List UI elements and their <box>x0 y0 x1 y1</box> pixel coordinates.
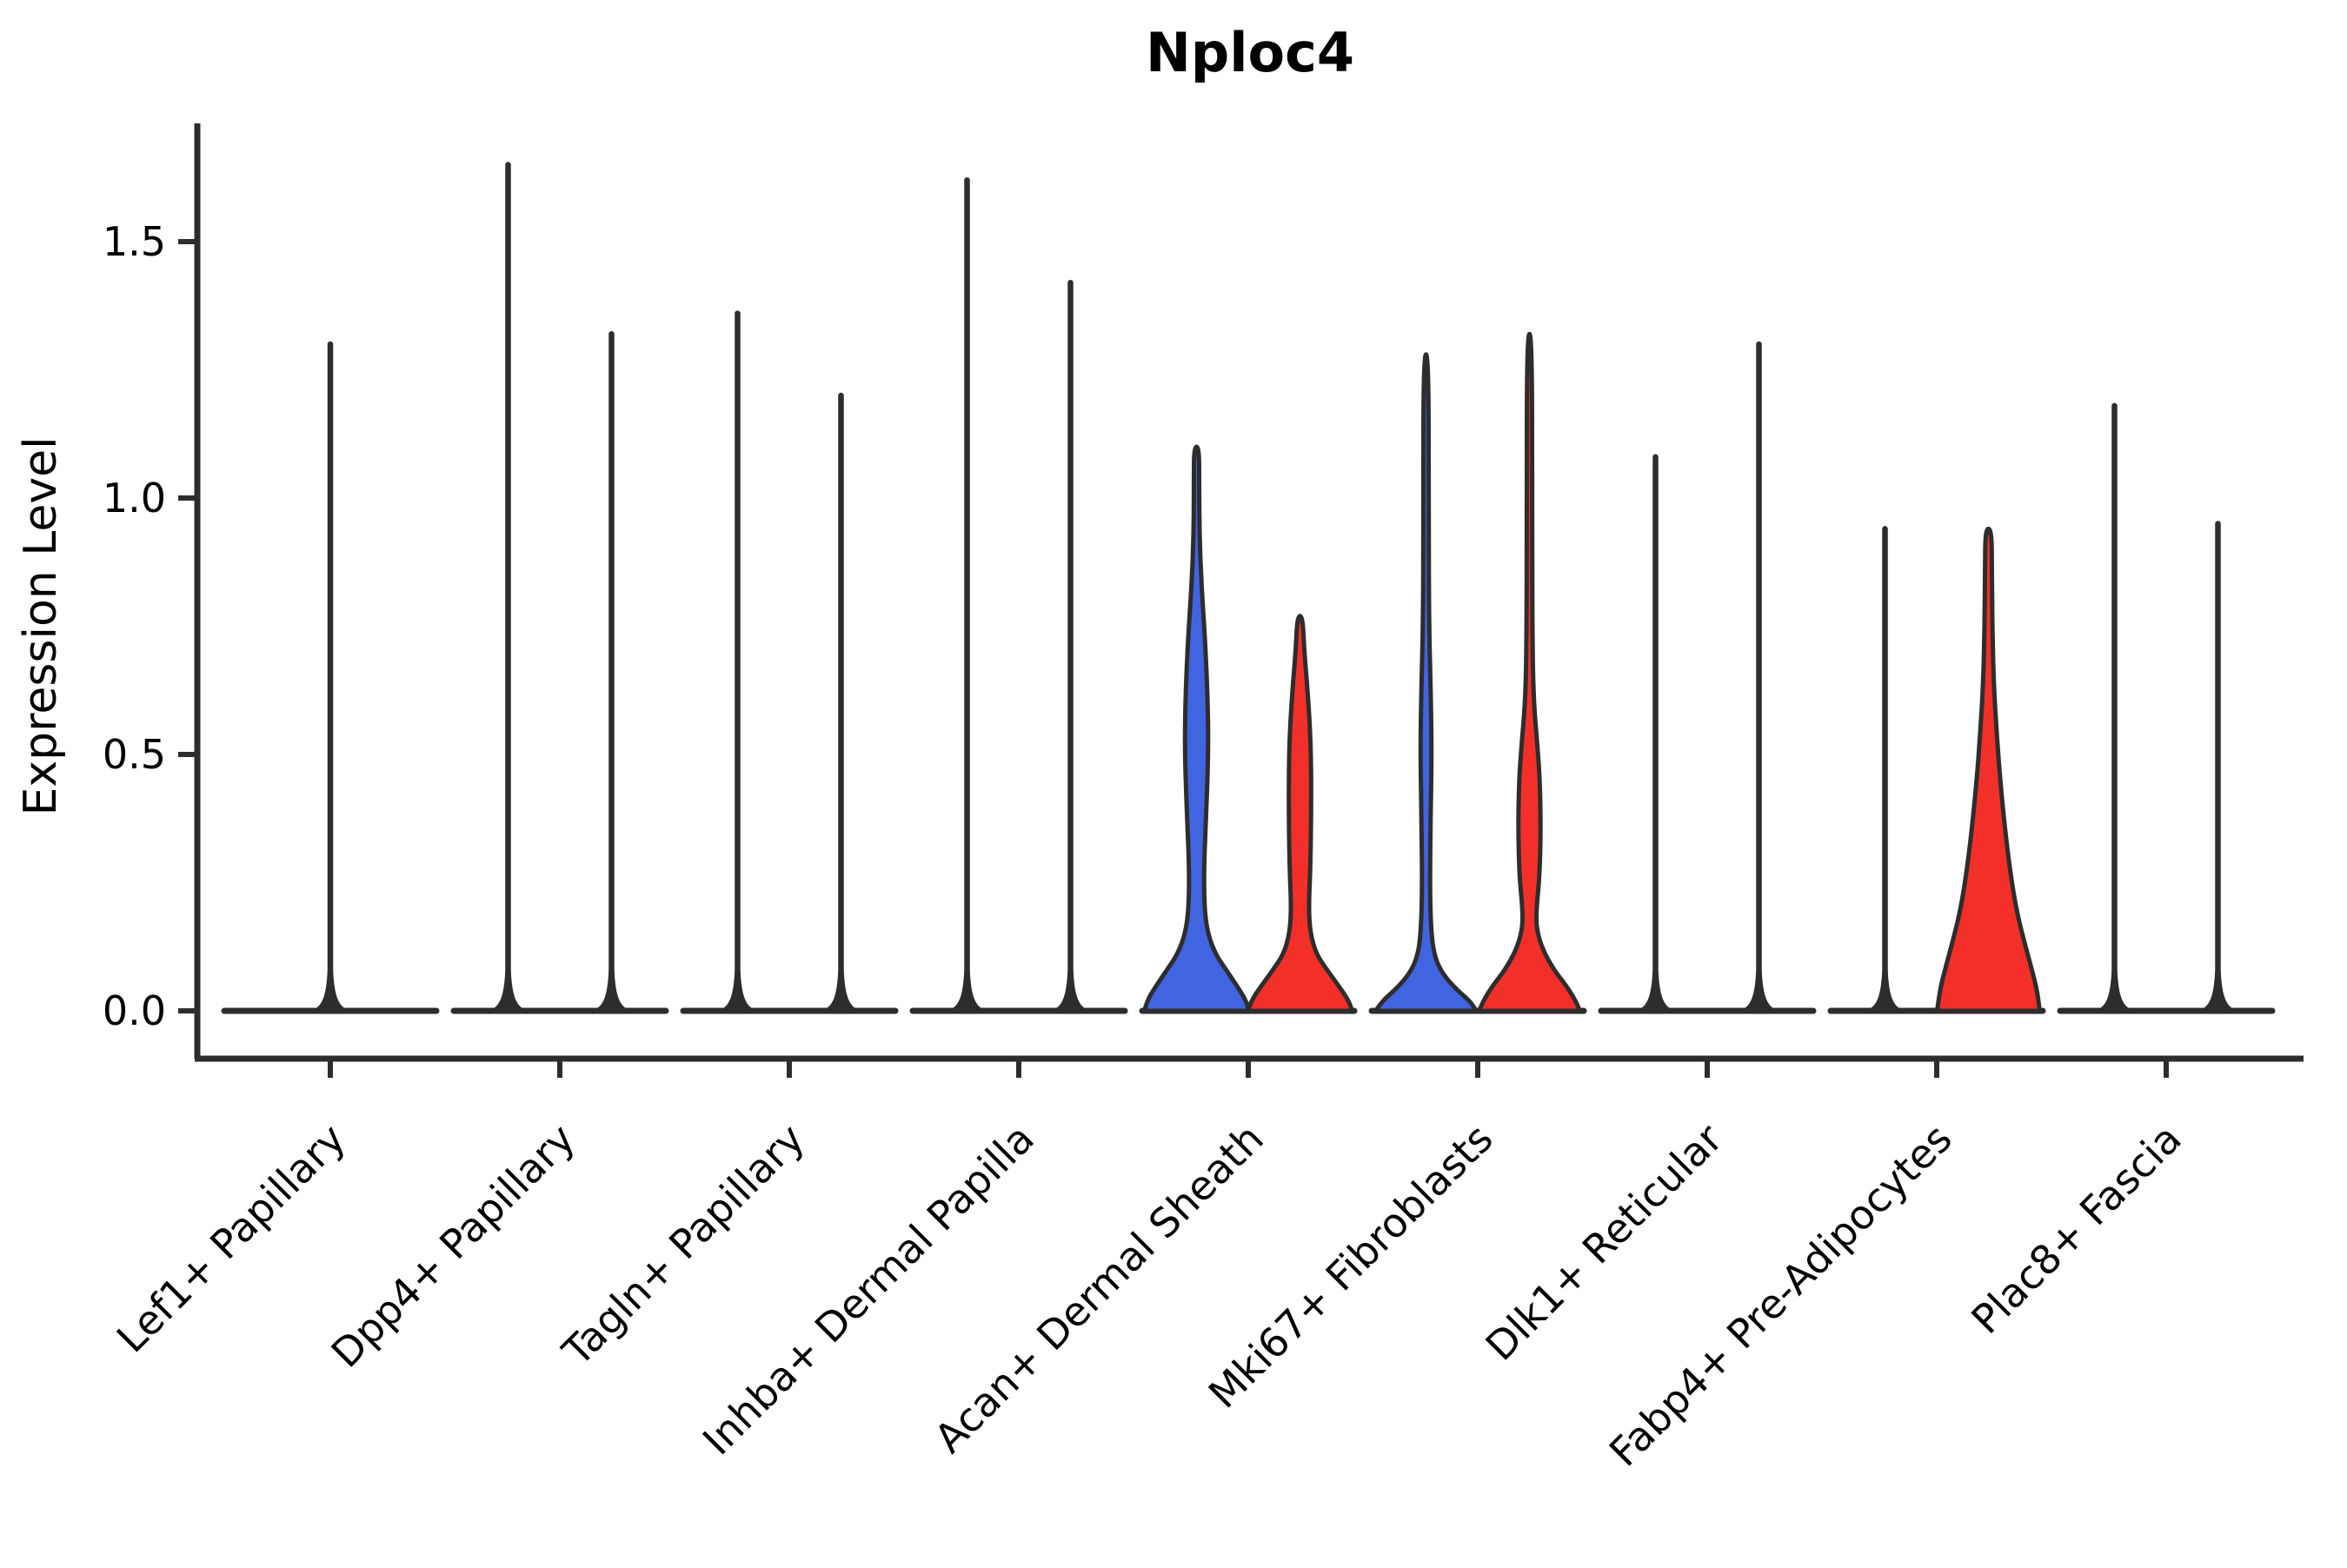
violin-group1 <box>1142 444 1251 1013</box>
x-tick-label: Tagln+ Papillary <box>553 1115 814 1376</box>
violin-group2 <box>1935 526 2042 1013</box>
y-tick-label: 1.5 <box>103 218 166 265</box>
violin-group2 <box>1477 331 1582 1013</box>
y-tick-label: 0.5 <box>103 731 166 778</box>
violin-group1 <box>1373 352 1479 1013</box>
x-tick-label: Dlk1+ Reticular <box>1477 1115 1732 1370</box>
x-tick-label: Dpp4+ Papillary <box>322 1115 584 1377</box>
y-tick-label: 0.0 <box>103 987 166 1034</box>
x-tick-label: Plac8+ Fascia <box>1962 1115 2190 1343</box>
violin-group2 <box>1246 614 1354 1013</box>
x-tick-label: Lef1+ Papillary <box>108 1115 355 1362</box>
y-axis-title: Expression Level <box>15 436 67 815</box>
chart-title: Nploc4 <box>1146 21 1354 84</box>
y-tick-label: 1.0 <box>103 475 166 522</box>
